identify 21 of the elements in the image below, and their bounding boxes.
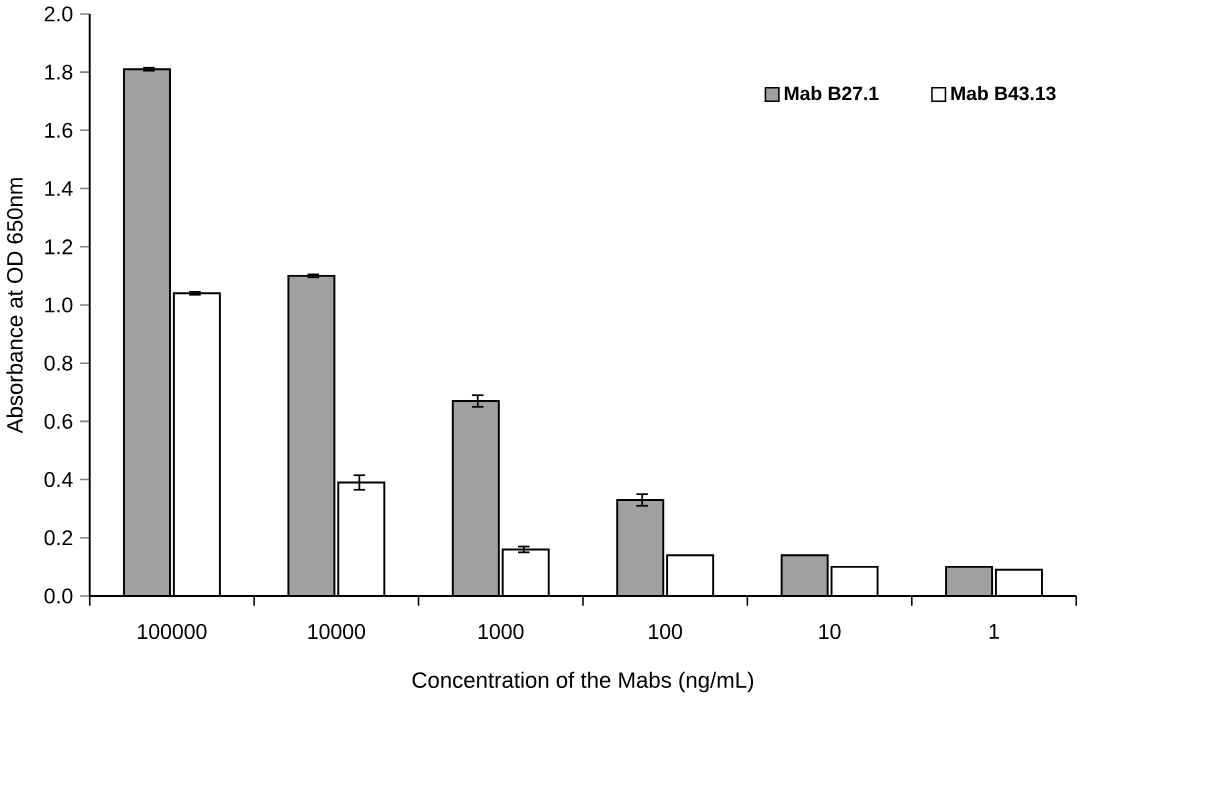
x-tick-label: 1 [989,624,999,639]
x-tick-label: 100 [649,624,683,640]
legend-label: Mab B43.13 [951,86,1056,101]
y-tick-label: 2.0 [44,6,73,22]
y-axis-title: Absorbance at OD 650nm [6,178,23,434]
y-tick-label: 1.0 [45,297,73,313]
y-tick-label: 1.8 [45,64,73,80]
y-tick-label: 0.6 [44,414,73,430]
y-tick-label: 0.2 [44,530,73,546]
x-tick-label: 1000 [478,624,524,640]
y-tick-label: 0.0 [44,588,73,604]
x-axis-title: Concentration of the Mabs (ng/mL) [412,671,754,693]
y-tick-label: 0.4 [44,472,73,488]
y-tick-label: 1.4 [45,181,73,197]
y-tick-label: 1.2 [45,239,73,255]
x-tick-label: 10000 [308,624,366,640]
y-tick-label: 1.6 [45,123,73,139]
y-tick-label: 0.8 [44,355,73,371]
x-tick-label: 10 [819,624,841,640]
x-tick-label: 100000 [138,624,207,640]
legend-label: Mab B27.1 [784,86,879,101]
